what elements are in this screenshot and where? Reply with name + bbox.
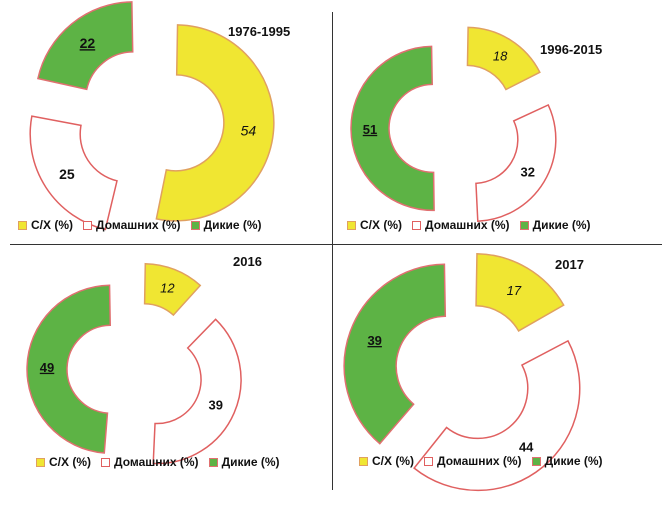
data-label-agricultural: 17 bbox=[507, 283, 522, 298]
legend-swatch-domestic bbox=[412, 220, 421, 230]
data-label-wild: 22 bbox=[80, 35, 96, 51]
chart-title: 1976-1995 bbox=[228, 24, 291, 39]
legend-item-agricultural: С/Х (%) bbox=[359, 454, 414, 468]
legend-item-wild: Дикие (%) bbox=[208, 455, 280, 469]
chart-title: 1996-2015 bbox=[540, 42, 603, 57]
donut-slice-agricultural bbox=[143, 262, 202, 317]
donut-slice-wild bbox=[350, 45, 435, 212]
legend-item-wild: Дикие (%) bbox=[531, 454, 603, 468]
chart-title: 2017 bbox=[555, 257, 584, 272]
donut-chart-2017: 17 44 39 bbox=[343, 253, 581, 492]
legend-swatch-agricultural bbox=[36, 457, 45, 467]
legend: С/Х (%) Домашних (%) Дикие (%) bbox=[359, 454, 613, 468]
donut-slice-agricultural bbox=[155, 24, 275, 222]
data-label-agricultural: 12 bbox=[160, 281, 175, 296]
data-label-domestic: 32 bbox=[520, 165, 534, 180]
legend: С/Х (%) Домашних (%) Дикие (%) bbox=[36, 455, 290, 469]
legend-item-domestic: Домашних (%) bbox=[424, 454, 522, 468]
legend-item-wild: Дикие (%) bbox=[190, 218, 262, 232]
legend-item-agricultural: С/Х (%) bbox=[347, 218, 402, 232]
donut-slice-domestic bbox=[475, 103, 557, 223]
data-label-domestic: 25 bbox=[59, 166, 75, 182]
legend-item-domestic: Домашних (%) bbox=[83, 218, 181, 232]
panel-1976-1995: 54 25 22 1976-1995 С/Х (%) Домашних (%) Ди… bbox=[0, 0, 332, 244]
horizontal-divider bbox=[10, 244, 662, 245]
data-label-wild: 51 bbox=[363, 122, 377, 137]
legend-swatch-wild bbox=[531, 456, 541, 466]
data-label-wild: 39 bbox=[367, 333, 381, 348]
legend-label-domestic: Домашних (%) bbox=[425, 218, 510, 232]
data-label-wild: 49 bbox=[40, 360, 54, 375]
legend-label-agricultural: С/Х (%) bbox=[49, 455, 91, 469]
data-label-agricultural: 18 bbox=[493, 49, 508, 64]
vertical-divider bbox=[332, 12, 333, 490]
legend-label-agricultural: С/Х (%) bbox=[360, 218, 402, 232]
donut-slice-domestic bbox=[413, 339, 581, 492]
legend-item-wild: Дикие (%) bbox=[519, 218, 591, 232]
data-label-agricultural: 54 bbox=[241, 123, 257, 139]
donut-slice-domestic bbox=[152, 318, 242, 465]
legend-swatch-wild bbox=[190, 220, 200, 230]
legend-label-wild: Дикие (%) bbox=[221, 455, 280, 469]
legend-swatch-agricultural bbox=[18, 220, 27, 230]
legend-item-domestic: Домашних (%) bbox=[101, 455, 199, 469]
legend-swatch-wild bbox=[208, 457, 218, 467]
donut-slice-wild bbox=[37, 1, 134, 91]
legend-item-agricultural: С/Х (%) bbox=[36, 455, 91, 469]
donut-slice-domestic bbox=[29, 115, 118, 231]
data-label-domestic: 39 bbox=[209, 397, 223, 412]
legend-swatch-agricultural bbox=[359, 456, 368, 466]
legend-label-wild: Дикие (%) bbox=[544, 454, 603, 468]
panel-2016: 12 39 49 2016 С/Х (%) Домашних (%) Дикие (… bbox=[0, 245, 332, 495]
legend-swatch-domestic bbox=[83, 220, 92, 230]
legend-label-domestic: Домашних (%) bbox=[96, 218, 181, 232]
donut-slice-wild bbox=[343, 263, 447, 445]
legend-label-wild: Дикие (%) bbox=[203, 218, 262, 232]
panel-1996-2015: 18 32 51 1996-2015 С/Х (%) Домашних (%) Ди… bbox=[333, 0, 671, 244]
donut-slice-wild bbox=[26, 284, 112, 454]
legend-label-agricultural: С/Х (%) bbox=[372, 454, 414, 468]
legend-swatch-domestic bbox=[424, 456, 433, 466]
legend: С/Х (%) Домашних (%) Дикие (%) bbox=[18, 218, 272, 232]
donut-chart-1996-2015: 18 32 51 bbox=[350, 26, 557, 223]
legend-swatch-agricultural bbox=[347, 220, 356, 230]
donut-slice-agricultural bbox=[475, 253, 565, 332]
donut-slice-agricultural bbox=[466, 26, 541, 91]
chart-title: 2016 bbox=[233, 254, 262, 269]
data-label-domestic: 44 bbox=[519, 440, 534, 455]
legend-label-agricultural: С/Х (%) bbox=[31, 218, 73, 232]
legend-item-domestic: Домашних (%) bbox=[412, 218, 510, 232]
legend: С/Х (%) Домашних (%) Дикие (%) bbox=[347, 218, 601, 232]
donut-chart-1976-1995: 54 25 22 bbox=[29, 1, 275, 231]
legend-label-domestic: Домашних (%) bbox=[437, 454, 522, 468]
panel-2017: 17 44 39 2017 С/Х (%) Домашних (%) Дикие (… bbox=[333, 245, 671, 495]
legend-swatch-domestic bbox=[101, 457, 110, 467]
legend-label-wild: Дикие (%) bbox=[532, 218, 591, 232]
legend-label-domestic: Домашних (%) bbox=[114, 455, 199, 469]
legend-item-agricultural: С/Х (%) bbox=[18, 218, 73, 232]
donut-chart-2016: 12 39 49 bbox=[26, 262, 242, 465]
legend-swatch-wild bbox=[519, 220, 529, 230]
